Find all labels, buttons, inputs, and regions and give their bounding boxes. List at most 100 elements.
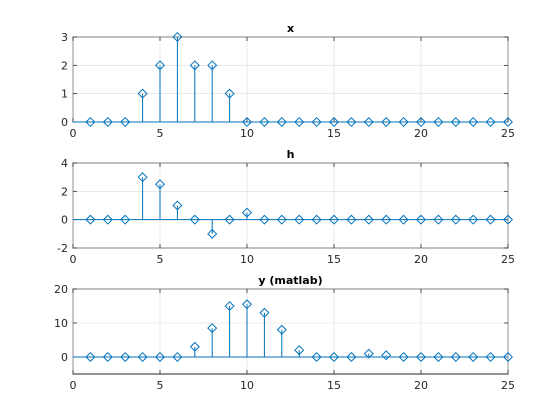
marker-h — [450, 214, 461, 225]
subplot-y-matlab: 0 5 10 15 20 25 0 10 20 y (matlab) — [54, 274, 515, 392]
marker-h — [154, 179, 166, 190]
marker-h — [415, 214, 427, 225]
x-tick-label: 25 — [501, 379, 515, 392]
marker-x — [363, 116, 374, 128]
subplot-title-y-matlab: y (matlab) — [258, 274, 322, 287]
marker-h — [294, 214, 305, 225]
x-tick-label: 5 — [157, 127, 164, 140]
marker-x — [294, 116, 305, 128]
marker-x — [172, 31, 183, 43]
marker-y-matlab — [433, 351, 444, 363]
marker-y-matlab — [311, 351, 322, 363]
axes-box-h — [72, 162, 509, 249]
marker-y-matlab — [172, 351, 183, 363]
marker-h — [363, 214, 374, 225]
y-tick-label: 0 — [61, 214, 68, 227]
y-tick-label: -2 — [57, 242, 68, 255]
marker-h — [502, 214, 514, 225]
axes-box-x — [72, 36, 509, 123]
marker-x — [207, 60, 218, 71]
x-tick-label: 0 — [70, 379, 77, 392]
marker-h — [433, 214, 444, 225]
subplot-title-h: h — [287, 148, 295, 161]
y-tick-label: 2 — [61, 59, 68, 72]
x-tick-label: 25 — [501, 253, 515, 266]
x-tick-label: 15 — [327, 253, 341, 266]
marker-y-matlab — [381, 350, 392, 361]
x-tick-label: 20 — [414, 253, 428, 266]
x-tick-label: 10 — [240, 379, 254, 392]
marker-x — [502, 116, 514, 128]
marker-x — [381, 116, 392, 128]
marker-y-matlab — [450, 351, 461, 363]
marker-y-matlab — [398, 351, 409, 363]
marker-x — [485, 116, 496, 128]
marker-x — [259, 116, 270, 128]
marker-h — [328, 214, 340, 225]
y-tick-label: 20 — [54, 283, 68, 296]
marker-x — [468, 116, 479, 128]
marker-h — [346, 214, 357, 225]
ticks-x: 0 5 10 15 20 25 0 1 2 3 — [61, 31, 515, 140]
marker-x — [224, 88, 235, 99]
marker-y-matlab — [259, 307, 270, 318]
marker-y-matlab — [189, 341, 200, 352]
marker-y-matlab — [241, 299, 253, 310]
ticks-y-matlab: 0 5 10 15 20 25 0 10 20 — [54, 283, 515, 392]
x-tick-label: 10 — [240, 253, 254, 266]
marker-h — [137, 172, 148, 183]
marker-h — [120, 214, 131, 225]
y-tick-label: 1 — [61, 88, 68, 101]
y-tick-label: 10 — [54, 317, 68, 330]
marker-h — [207, 228, 218, 239]
marker-y-matlab — [346, 351, 357, 363]
marker-x — [241, 116, 253, 128]
marker-x — [137, 88, 148, 99]
marker-h — [172, 200, 183, 211]
marker-y-matlab — [120, 351, 131, 363]
marker-y-matlab — [137, 351, 148, 363]
marker-x — [189, 60, 200, 71]
marker-y-matlab — [85, 351, 96, 363]
marker-y-matlab — [102, 351, 113, 363]
marker-y-matlab — [468, 351, 479, 363]
subplot-title-x: x — [287, 22, 294, 35]
marker-x — [276, 116, 287, 128]
marker-y-matlab — [502, 351, 514, 363]
x-tick-label: 25 — [501, 127, 515, 140]
marker-x — [450, 116, 461, 128]
marker-x — [346, 116, 357, 128]
x-tick-label: 0 — [70, 127, 77, 140]
marker-x — [120, 116, 131, 128]
y-tick-label: 0 — [61, 116, 68, 129]
marker-y-matlab — [276, 324, 287, 335]
x-tick-label: 5 — [157, 379, 164, 392]
marker-x — [433, 116, 444, 128]
marker-h — [241, 207, 253, 218]
y-tick-label: 0 — [61, 351, 68, 364]
marker-y-matlab — [154, 351, 166, 363]
marker-y-matlab — [207, 323, 218, 334]
marker-x — [398, 116, 409, 128]
marker-x — [415, 116, 427, 128]
marker-h — [102, 214, 113, 225]
x-tick-label: 15 — [327, 127, 341, 140]
x-tick-label: 20 — [414, 379, 428, 392]
x-tick-label: 5 — [157, 253, 164, 266]
stems-h — [73, 172, 514, 239]
marker-x — [102, 116, 113, 128]
marker-x — [328, 116, 340, 128]
marker-y-matlab — [415, 351, 427, 363]
marker-h — [468, 214, 479, 225]
x-tick-label: 15 — [327, 379, 341, 392]
x-tick-label: 0 — [70, 253, 77, 266]
marker-y-matlab — [363, 348, 374, 359]
marker-h — [85, 214, 96, 225]
subplot-x: 0 5 10 15 20 25 0 1 2 3 x — [61, 22, 515, 140]
marker-h — [276, 214, 287, 225]
marker-h — [398, 214, 409, 225]
marker-h — [224, 214, 235, 225]
y-tick-label: 4 — [61, 157, 68, 170]
